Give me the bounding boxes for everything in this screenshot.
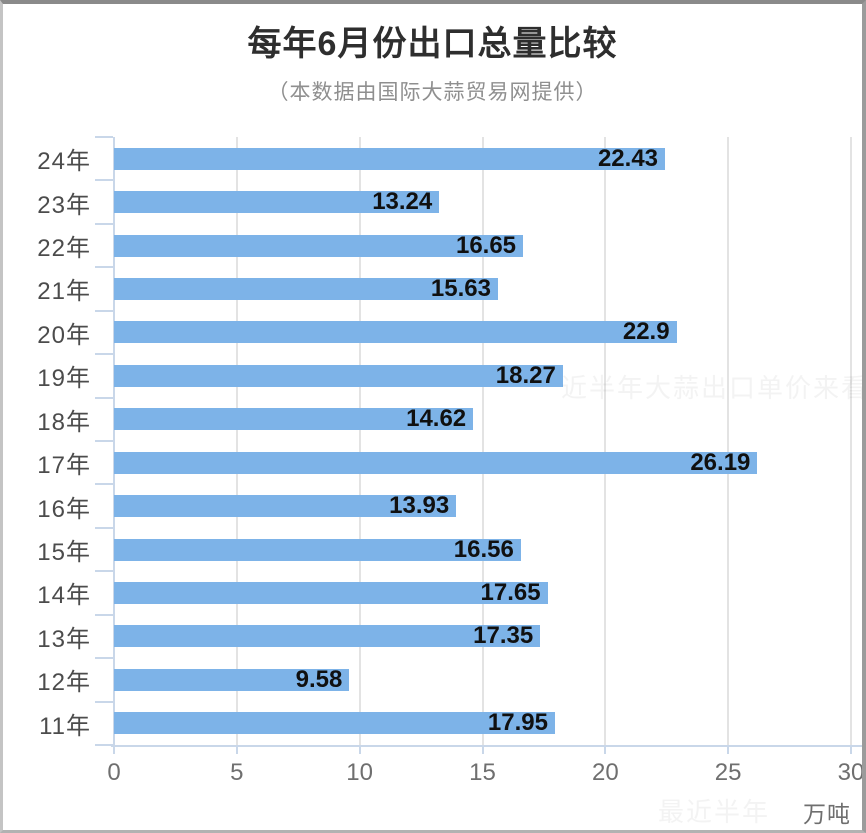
bar: 17.65 [114,579,548,606]
bar-value-label: 13.93 [389,492,450,520]
x-axis-tick [358,745,361,754]
x-axis-label: 20 [591,759,619,786]
y-axis-label: 17年 [37,452,91,480]
bar-value-label: 16.56 [453,535,514,563]
y-axis-label: 24年 [37,148,91,176]
y-axis-tick [95,700,113,703]
y-axis-label: 20年 [37,321,91,349]
bar: 13.93 [114,492,457,520]
x-axis-label: 0 [107,759,121,786]
y-axis-label: 18年 [37,408,91,436]
bar: 15.63 [114,275,498,302]
bar-value-label: 17.65 [480,579,541,606]
y-axis-tick [95,222,113,225]
y-axis-tick [95,483,113,486]
x-axis-label: 5 [230,759,244,786]
bar-value-label: 14.62 [406,405,467,433]
gridline [235,137,238,745]
bar: 13.24 [114,188,440,216]
watermark-text: 近半年大蒜出口单价来看， [561,373,866,403]
axis-unit-label: 万吨 [803,801,851,827]
gridline [481,137,484,745]
bar: 22.43 [114,144,666,172]
y-axis-label: 11年 [39,712,91,740]
y-axis-tick [95,309,113,312]
y-axis-label: 16年 [37,495,91,523]
y-axis-label: 21年 [37,278,91,306]
bar-value-label: 9.58 [295,665,343,693]
bar: 9.58 [114,665,350,693]
y-axis-tick [95,266,113,269]
watermark-text: 最近半年 [658,797,771,827]
x-axis-tick [481,745,484,754]
x-axis-tick [850,745,852,754]
bar: 14.62 [114,405,474,433]
bar-value-label: 15.63 [430,275,491,302]
y-axis-tick [95,613,113,616]
y-axis-label: 14年 [37,582,91,610]
chart-title: 每年6月份出口总量比较 [247,25,618,63]
x-axis-label: 25 [714,759,742,786]
x-axis-label: 10 [346,759,373,786]
bar: 16.56 [114,535,521,563]
x-axis-tick [727,745,730,754]
y-axis-tick [95,570,113,573]
bar-value-label: 16.65 [455,231,517,259]
bar-value-label: 17.35 [473,622,534,650]
x-axis-label: 15 [469,759,496,786]
bar: 18.27 [114,361,563,389]
y-axis-tick [95,657,113,660]
x-axis-tick [113,745,115,754]
y-axis-label: 13年 [37,625,91,653]
y-axis-tick [95,526,113,529]
bar-value-label: 22.9 [622,318,670,346]
y-axis-tick [95,179,113,182]
bar: 22.9 [114,318,677,346]
bar: 17.35 [114,622,541,650]
bar-value-label: 26.19 [690,448,751,476]
gridline [727,137,730,745]
bar-value-label: 17.95 [487,709,548,737]
bar: 17.95 [114,709,555,737]
bar: 26.19 [114,448,758,476]
gridline [604,137,607,745]
x-axis-label: 30 [837,759,865,786]
bar: 16.65 [114,231,524,259]
x-axis-line [111,745,862,747]
y-axis-tick [95,744,113,746]
y-axis-label: 19年 [37,365,91,393]
y-axis-label: 15年 [37,539,91,567]
bar-value-label: 22.43 [597,144,659,172]
y-axis-tick [95,440,113,442]
x-axis-tick [604,745,607,754]
gridline [850,137,852,745]
chart-subtitle: （本数据由国际大蒜贸易网提供） [267,81,598,104]
y-axis-tick [95,396,113,399]
y-axis-tick [95,353,113,356]
y-axis-tick [95,136,113,138]
bar-value-label: 18.27 [495,361,556,389]
y-axis-label: 12年 [37,669,91,697]
bar-value-label: 13.24 [372,188,433,216]
y-axis-line [113,137,115,745]
y-axis-label: 23年 [37,191,91,219]
gridline [358,137,361,745]
x-axis-tick [235,745,238,754]
y-axis-label: 22年 [37,235,91,263]
